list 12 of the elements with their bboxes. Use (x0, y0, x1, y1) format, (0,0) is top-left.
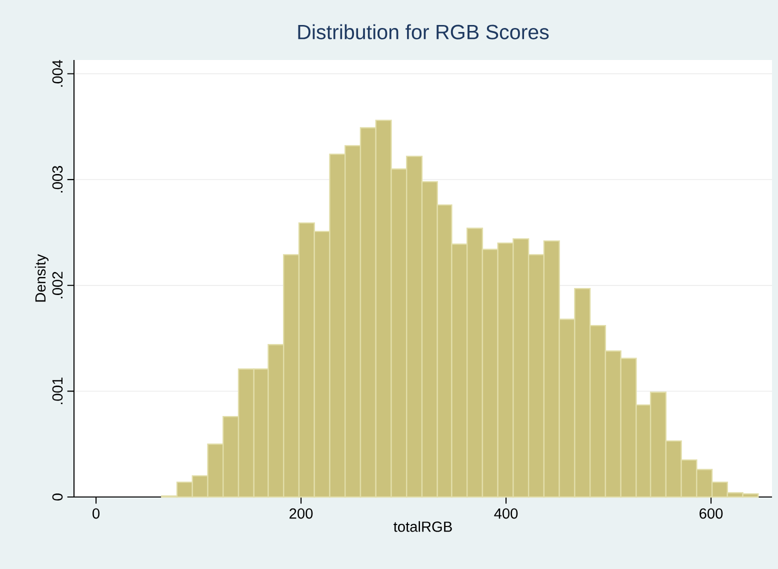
y-tick-label: .004 (52, 60, 63, 87)
y-tick-label: .001 (52, 378, 63, 404)
chart-title: Distribution for RGB Scores (298, 24, 549, 40)
x-axis-title: totalRGB (394, 521, 452, 532)
x-tick-label: 600 (700, 508, 723, 519)
x-tick-label: 400 (494, 508, 518, 519)
x-tick-label: 200 (290, 508, 313, 519)
y-tick-label: 0 (52, 494, 63, 500)
y-tick-label: .002 (52, 272, 63, 298)
y-tick-label: .003 (52, 166, 63, 192)
y-axis-title: Density (34, 254, 48, 302)
x-tick-label: 0 (92, 508, 100, 519)
